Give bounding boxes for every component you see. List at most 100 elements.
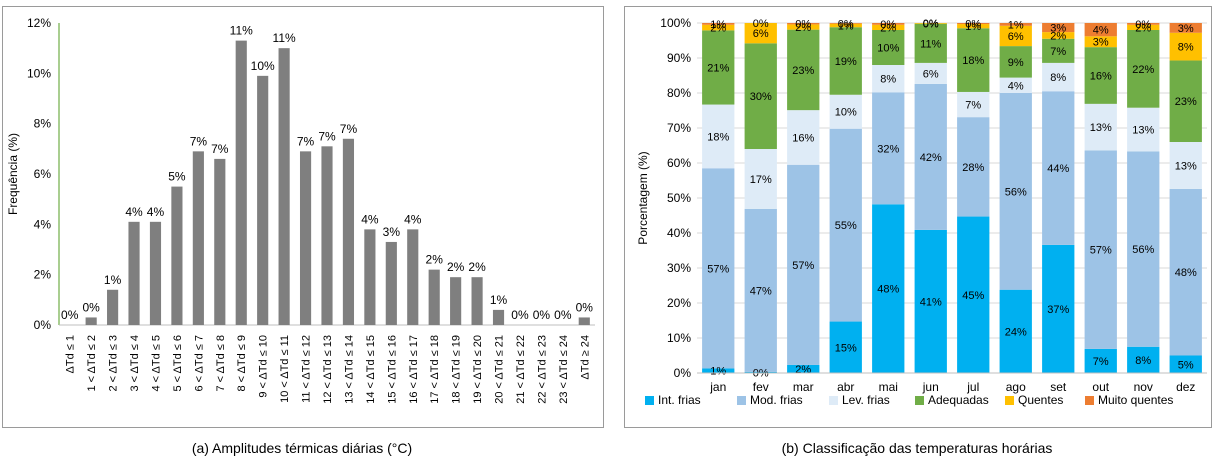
bar (385, 241, 397, 325)
data-label: 11% (920, 38, 941, 50)
y-tick-label: 70% (667, 121, 691, 135)
data-label: 21% (707, 62, 729, 74)
bar (278, 48, 290, 326)
data-label: 10% (251, 59, 275, 73)
x-tick-label: ΔTd ≤ 1 (65, 335, 77, 373)
stack-segment (1127, 24, 1160, 30)
x-tick-label: 15 < ΔTd ≤ 16 (386, 335, 398, 404)
stack-segment (1084, 47, 1117, 104)
x-tick-label: ΔTd ≥ 24 (579, 335, 591, 380)
legend-swatch (1085, 396, 1094, 405)
stack-segment (999, 289, 1032, 373)
y-tick-label: 50% (667, 191, 691, 205)
stack-segment (829, 128, 862, 322)
caption-a: (a) Amplitudes térmicas diárias (°C) (191, 440, 413, 456)
data-label: 1% (710, 366, 726, 378)
data-label: 0% (753, 18, 769, 30)
stack-segment (787, 110, 820, 165)
stack-segment (1042, 91, 1075, 245)
stack-segment (1042, 23, 1075, 33)
data-label: 1% (710, 19, 726, 31)
stack-segment (702, 23, 735, 25)
stack-segment (787, 23, 820, 25)
stack-segment (1084, 348, 1117, 373)
y-tick-label: 10% (667, 331, 691, 345)
bar (578, 317, 590, 325)
data-label: 0% (795, 19, 811, 31)
x-tick-label: 23 < ΔTd ≤ 24 (558, 335, 570, 404)
stack-segment (1042, 244, 1075, 373)
caption-b: (b) Classificação das temperaturas horár… (781, 440, 1053, 456)
data-label: 0% (1135, 19, 1151, 31)
y-tick-label: 20% (667, 296, 691, 310)
stack-segment (829, 23, 862, 28)
stack-segment (829, 321, 862, 373)
x-tick-label: 6 < ΔTd ≤ 7 (193, 335, 205, 392)
data-label: 0% (923, 18, 939, 30)
data-label: 13% (1132, 125, 1154, 137)
x-tick-label: abr (837, 380, 854, 394)
bar (321, 146, 333, 325)
x-tick-label: jul (966, 380, 979, 394)
y-tick-label: 4% (34, 217, 52, 231)
bar (364, 229, 376, 325)
stack-segment (957, 216, 990, 373)
stack-segment (1169, 188, 1202, 356)
chart-a-panel: 0% 2% 4% 6% 8% 10% 12% Frequência (%) 0% ΔTd ≤ 1 0… (2, 6, 604, 428)
stack-segment (957, 117, 990, 217)
x-tick-label: 20 < ΔTd ≤ 21 (494, 335, 506, 404)
data-label: 0% (511, 308, 529, 322)
stack-segment (1127, 23, 1160, 25)
stack-segment (829, 27, 862, 95)
stack-segment (1084, 103, 1117, 151)
x-tick-label: 11 < ΔTd ≤ 12 (301, 335, 313, 403)
data-label: 3% (1050, 23, 1066, 35)
stack-segment (1084, 36, 1117, 48)
data-label: 13% (1090, 122, 1112, 134)
stack-segment (872, 23, 905, 25)
stack-segment (872, 92, 905, 205)
stack-segment (1042, 38, 1075, 63)
bar (107, 289, 119, 325)
stack-segment (702, 168, 735, 369)
data-label: 15% (835, 342, 857, 354)
data-label: 57% (792, 260, 814, 272)
x-tick-label: jun (922, 380, 939, 394)
stack-segment (744, 43, 777, 149)
stack-segment (914, 23, 947, 24)
bar (492, 309, 505, 325)
x-tick-label: mai (879, 380, 898, 394)
x-tick-label: mar (793, 380, 814, 394)
data-label: 6% (753, 28, 769, 40)
data-label: 4% (125, 205, 143, 219)
chart-a: 0% 2% 4% 6% 8% 10% 12% Frequência (%) 0% ΔTd ≤ 1 0… (6, 16, 595, 404)
legend-label: Adequadas (928, 393, 989, 407)
y-tick-label: 100% (660, 16, 691, 30)
x-tick-label: ago (1006, 380, 1026, 394)
data-label: 23% (1175, 96, 1197, 108)
data-label: 48% (877, 284, 899, 296)
y-tick-label: 90% (667, 51, 691, 65)
stack-segment (829, 23, 862, 24)
data-label: 2% (710, 23, 726, 35)
data-label: 2% (880, 22, 896, 34)
stack-segment (1169, 142, 1202, 189)
stack-segment (1169, 23, 1202, 33)
bar (128, 221, 140, 325)
data-label: 0% (82, 300, 100, 314)
bar (299, 151, 312, 325)
bar (471, 277, 483, 325)
bar (407, 229, 419, 325)
stack-segment (914, 83, 947, 230)
data-label: 1% (1008, 19, 1024, 31)
legend-swatch (1005, 396, 1014, 405)
stack-segment (999, 46, 1032, 78)
data-label: 7% (297, 134, 315, 148)
data-label: 19% (835, 56, 857, 68)
data-label: 7% (318, 129, 336, 143)
x-tick-label: 3 < ΔTd ≤ 4 (129, 335, 141, 392)
stack-segment (1042, 32, 1075, 39)
stack-segment (1127, 30, 1160, 108)
data-label: 3% (1093, 37, 1109, 49)
data-label: 16% (792, 132, 814, 144)
